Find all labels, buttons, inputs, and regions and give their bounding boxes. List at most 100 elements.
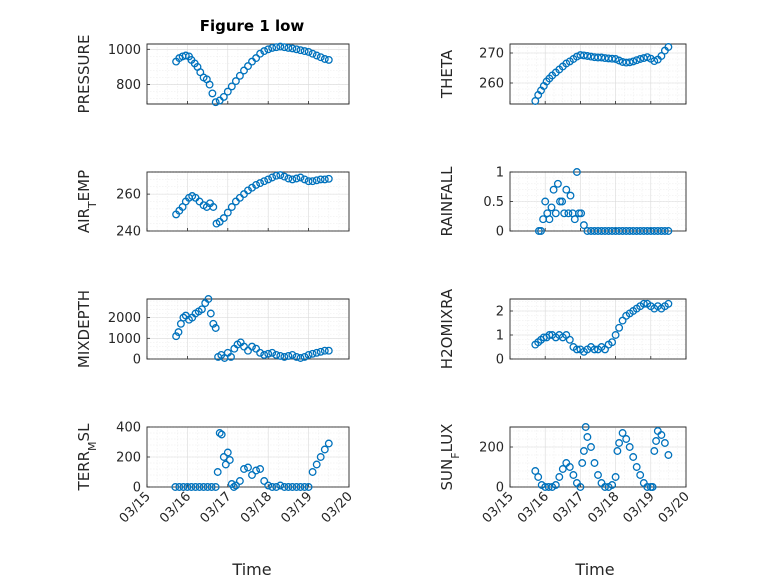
data-point xyxy=(531,97,540,105)
data-point xyxy=(213,468,222,476)
data-point xyxy=(183,483,192,491)
data-point xyxy=(215,429,224,437)
data-point xyxy=(324,346,333,355)
data-point xyxy=(622,435,631,443)
data-point xyxy=(296,354,305,362)
data-point xyxy=(578,459,587,467)
data-point xyxy=(549,185,558,194)
data-point xyxy=(558,197,567,206)
y-tick-label: 0 xyxy=(133,481,141,496)
data-point xyxy=(175,483,184,491)
data-point xyxy=(590,345,599,354)
data-point xyxy=(229,483,238,491)
data-point xyxy=(284,351,293,360)
data-point xyxy=(195,483,204,491)
data-point xyxy=(632,463,641,471)
data-point xyxy=(300,483,309,491)
data-point xyxy=(324,174,333,183)
data-point xyxy=(288,483,297,491)
data-point xyxy=(643,483,652,491)
x-axis-label-left: Time xyxy=(231,560,271,579)
data-point xyxy=(537,227,545,235)
data-point xyxy=(280,43,289,52)
subplot-pressure: 800 1000 PRESSURE xyxy=(75,35,350,113)
y-tick-label: 400 xyxy=(116,421,141,436)
data-point xyxy=(664,227,673,235)
data-point xyxy=(576,483,585,491)
data-point xyxy=(636,55,645,63)
data-point xyxy=(223,208,232,217)
data-point xyxy=(288,350,297,359)
data-point xyxy=(252,344,261,353)
data-point xyxy=(276,42,285,51)
data-point xyxy=(304,47,313,56)
data-point xyxy=(618,429,627,437)
data-point xyxy=(205,80,214,89)
axes-frame xyxy=(509,426,687,488)
data-point xyxy=(579,51,588,60)
data-point xyxy=(564,209,573,218)
data-point xyxy=(608,481,617,489)
data-point xyxy=(174,328,183,337)
data-point xyxy=(308,349,317,358)
y-axis-label: MIXDEPTH xyxy=(75,290,93,368)
data-point xyxy=(300,352,309,361)
data-point xyxy=(172,332,181,341)
y-axis-label: SUNFLUX xyxy=(438,424,462,491)
x-tick-label: 03/19 xyxy=(621,489,658,526)
data-point xyxy=(208,89,217,98)
y-tick-label: 200 xyxy=(116,451,141,466)
axes-frame xyxy=(146,426,350,488)
data-point xyxy=(284,43,293,52)
data-point xyxy=(284,174,293,183)
data-point xyxy=(223,87,232,96)
x-tick-label: 03/16 xyxy=(157,489,194,526)
x-tick-label: 03/18 xyxy=(238,489,275,526)
subplot-rainfall: 0 0.5 1 RAINFALL xyxy=(438,166,687,240)
data-point xyxy=(280,172,289,181)
y-axis-label: RAINFALL xyxy=(438,166,456,237)
data-point xyxy=(252,466,261,475)
data-point xyxy=(292,45,301,54)
data-point xyxy=(268,483,277,491)
data-point xyxy=(231,77,240,86)
data-point xyxy=(570,215,579,224)
y-tick-label: 0 xyxy=(133,353,141,368)
data-point xyxy=(308,177,317,186)
data-point xyxy=(316,347,325,356)
data-point xyxy=(581,423,590,431)
x-tick-label: 03/16 xyxy=(515,489,552,526)
data-point xyxy=(562,185,571,194)
data-point xyxy=(209,319,218,328)
data-point xyxy=(292,483,301,491)
x-tick-label: 03/20 xyxy=(656,489,693,526)
x-tick-label: 03/17 xyxy=(550,489,587,526)
data-point xyxy=(171,483,180,491)
data-point xyxy=(608,54,617,63)
data-point xyxy=(551,481,560,489)
data-point xyxy=(235,477,244,485)
data-point xyxy=(197,305,206,314)
data-point xyxy=(248,342,256,351)
data-point xyxy=(276,481,285,490)
data-point xyxy=(308,468,317,476)
data-point xyxy=(569,471,578,479)
y-tick-label: 0 xyxy=(496,225,504,240)
data-point xyxy=(615,439,624,447)
data-point xyxy=(296,483,305,491)
data-point xyxy=(304,177,313,186)
data-point xyxy=(240,465,248,473)
data-point xyxy=(240,66,248,75)
data-point xyxy=(615,323,624,332)
data-point xyxy=(206,309,215,318)
y-tick-label: 0.5 xyxy=(483,195,504,210)
subplot-h2omixra: 0 1 2 H2OMIXRA xyxy=(438,288,687,369)
data-point xyxy=(207,483,216,491)
data-point xyxy=(553,179,562,188)
data-point xyxy=(292,352,301,361)
data-point xyxy=(264,349,273,358)
data-point xyxy=(304,350,313,359)
figure-title: Figure 1 low xyxy=(200,17,305,35)
data-point xyxy=(572,168,581,176)
